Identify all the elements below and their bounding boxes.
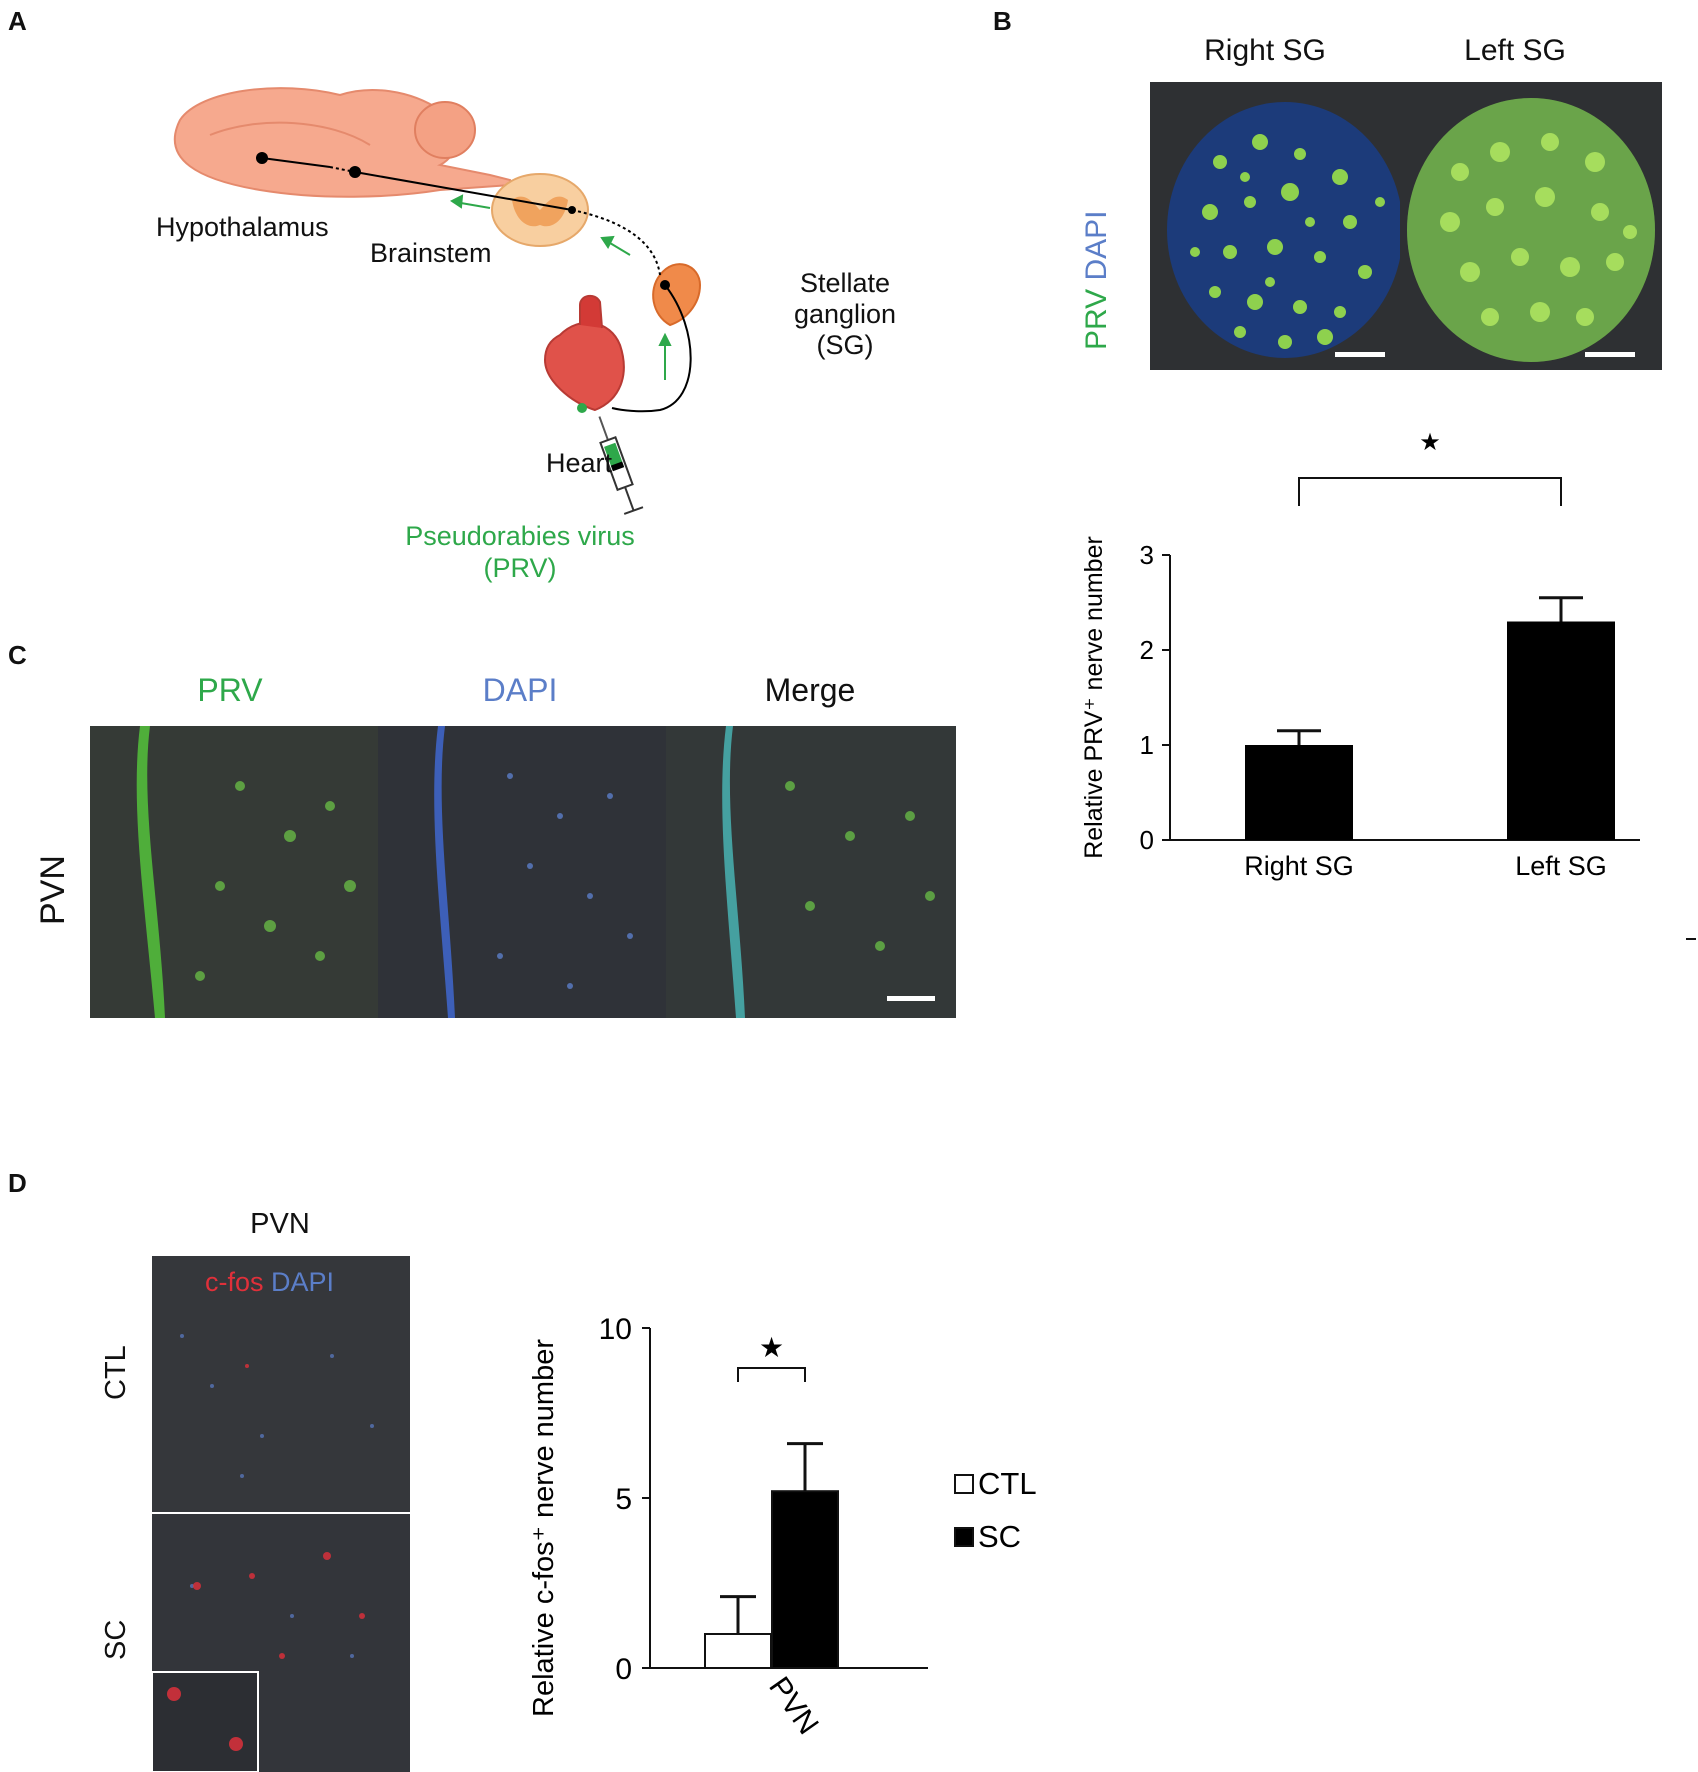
bar-right-sg (1245, 745, 1353, 840)
channel-title-prv: PRV (197, 672, 263, 708)
legend-label-ctl: CTL (978, 1466, 1037, 1501)
label-stellate-ganglion: Stellate ganglion (SG) (793, 268, 897, 360)
row-label-sc: SC (100, 1619, 132, 1660)
stain-dapi-d: DAPI (271, 1267, 335, 1297)
stain-prv: PRV (1080, 288, 1113, 350)
x-tick-label: PVN (762, 1671, 824, 1740)
panel-d-letter: D (8, 1168, 27, 1198)
bar-sc (771, 1490, 839, 1669)
stain-label-prv-dapi: PRV DAPI (1080, 150, 1120, 350)
stain-label-cfos-dapi: c-fos DAPI (205, 1267, 334, 1298)
image-title-right-sg: Right SG (1204, 34, 1326, 67)
y-tick-label: 0 (1140, 825, 1154, 855)
channel-title-dapi: DAPI (482, 672, 558, 708)
stain-dapi: DAPI (1080, 210, 1113, 281)
legend-swatch-sc (954, 1527, 974, 1547)
label-heart: Heart (546, 448, 613, 478)
bar-ctl (704, 1633, 772, 1669)
y-tick-label: 1 (1140, 730, 1154, 760)
y-axis-label: Relative PRV⁺ nerve number (1080, 536, 1108, 859)
panel-c-letter: C (8, 640, 27, 670)
bar-left-sg (1507, 621, 1615, 840)
label-brainstem: Brainstem (370, 238, 492, 268)
legend-swatch-ctl (954, 1474, 974, 1494)
x-tick-label: Left SG (1515, 851, 1607, 881)
row-label-ctl: CTL (100, 1345, 132, 1400)
y-tick-label: 0 (615, 1653, 632, 1686)
stain-cfos: c-fos (205, 1267, 264, 1297)
panel-a-letter: A (8, 6, 27, 36)
heart-illustration (543, 294, 625, 413)
micrograph-left-sg (1400, 82, 1662, 370)
column-title-pvn-d: PVN (250, 1208, 310, 1240)
panel-b-letter: B (993, 6, 1012, 36)
significance-bracket (1298, 477, 1562, 506)
micrograph-left-sg-art (1407, 98, 1655, 362)
brain-illustration (173, 87, 511, 198)
y-tick-label: 2 (1140, 635, 1154, 665)
significance-bracket (737, 1367, 806, 1382)
image-title-left-sg: Left SG (1464, 34, 1566, 67)
micrograph-cfos (152, 1256, 410, 1772)
panel-a-schematic (173, 87, 702, 515)
neural-pathway (256, 152, 692, 413)
retrograde-arrows (450, 194, 672, 380)
channel-title-merge: Merge (764, 672, 856, 708)
spinal-cord-illustration (491, 173, 589, 247)
row-label-pvn-c: PVN (34, 855, 72, 925)
micrograph-pvn-strip (90, 726, 956, 1018)
chart-b-prv-nerve-number: 0 1 2 3 Right SG Left SG ★ Relative PRV⁺ nerve … (1080, 429, 1640, 881)
y-tick-label: 3 (1140, 540, 1154, 570)
syringe-illustration (598, 416, 644, 515)
y-tick-label: 10 (599, 1313, 632, 1346)
micrograph-pvn-strip-art (90, 726, 956, 1018)
significance-star: ★ (759, 1332, 784, 1363)
stray-dash (1686, 938, 1696, 940)
micrograph-right-sg (1150, 82, 1420, 370)
micrograph-cfos-art (152, 1256, 410, 1772)
micrograph-right-sg-art (1167, 102, 1403, 358)
legend-label-sc: SC (978, 1519, 1021, 1554)
y-axis-label: Relative c-fos⁺ nerve number (528, 1339, 560, 1717)
chart-d-cfos-nerve-number: 0 5 10 PVN ★ Relative c-fos⁺ nerve number CTL S… (528, 1313, 1037, 1741)
y-tick-label: 5 (615, 1483, 632, 1516)
significance-star: ★ (1419, 429, 1441, 456)
stellate-ganglion-illustration (652, 263, 702, 327)
label-hypothalamus: Hypothalamus (156, 212, 329, 242)
label-prv: Pseudorabies virus (PRV) (405, 521, 635, 583)
x-tick-label: Right SG (1244, 851, 1354, 881)
